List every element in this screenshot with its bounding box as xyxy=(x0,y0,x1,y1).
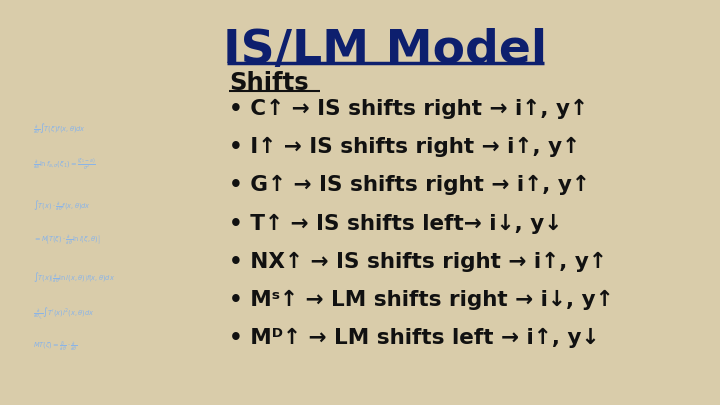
Text: • C↑ → IS shifts right → i↑, y↑: • C↑ → IS shifts right → i↑, y↑ xyxy=(229,99,588,119)
Text: $MT(\zeta)=\frac{\delta}{\partial\theta}\cdot\frac{\partial}{\partial\theta}$: $MT(\zeta)=\frac{\delta}{\partial\theta}… xyxy=(33,339,78,354)
Text: • Mᴰ↑ → LM shifts left → i↑, y↓: • Mᴰ↑ → LM shifts left → i↑, y↓ xyxy=(229,328,600,348)
Text: $\frac{\partial}{\partial a}\ln f_{a,\sigma}(\xi_1)=\frac{(\xi_1-a)}{\sigma^2}$: $\frac{\partial}{\partial a}\ln f_{a,\si… xyxy=(33,157,96,173)
Text: • Mˢ↑ → LM shifts right → i↓, y↑: • Mˢ↑ → LM shifts right → i↓, y↑ xyxy=(229,290,613,310)
Text: • T↑ → IS shifts left→ i↓, y↓: • T↑ → IS shifts left→ i↓, y↓ xyxy=(229,213,562,234)
Text: $\int T(x)\cdot\frac{\partial}{\partial\theta}f(x,\theta)dx$: $\int T(x)\cdot\frac{\partial}{\partial\… xyxy=(33,198,91,213)
Text: $=M\!\left[T(\xi)\cdot\frac{\partial}{\partial\theta}\ln l(\xi,\theta)\right]$: $=M\!\left[T(\xi)\cdot\frac{\partial}{\p… xyxy=(33,234,101,247)
Text: $\frac{\partial}{\partial\theta}\int T(\xi)f(x,\theta)dx$: $\frac{\partial}{\partial\theta}\int T(\… xyxy=(33,121,86,136)
Text: • I↑ → IS shifts right → i↑, y↑: • I↑ → IS shifts right → i↑, y↑ xyxy=(229,137,580,158)
Text: Shifts: Shifts xyxy=(229,71,309,95)
Text: • NX↑ → IS shifts right → i↑, y↑: • NX↑ → IS shifts right → i↑, y↑ xyxy=(229,252,607,272)
Text: $\int T(x)\!\left(\frac{\partial}{\partial\theta}\ln l(x,\theta)\right)\!f(x,\th: $\int T(x)\!\left(\frac{\partial}{\parti… xyxy=(33,270,115,285)
Text: • G↑ → IS shifts right → i↑, y↑: • G↑ → IS shifts right → i↑, y↑ xyxy=(229,175,590,196)
Text: IS/LM Model: IS/LM Model xyxy=(223,28,547,73)
Text: $\frac{\partial}{\partial\theta_{s_a}}\int T'(x)l^2(x,\theta)dx$: $\frac{\partial}{\partial\theta_{s_a}}\i… xyxy=(33,306,94,322)
